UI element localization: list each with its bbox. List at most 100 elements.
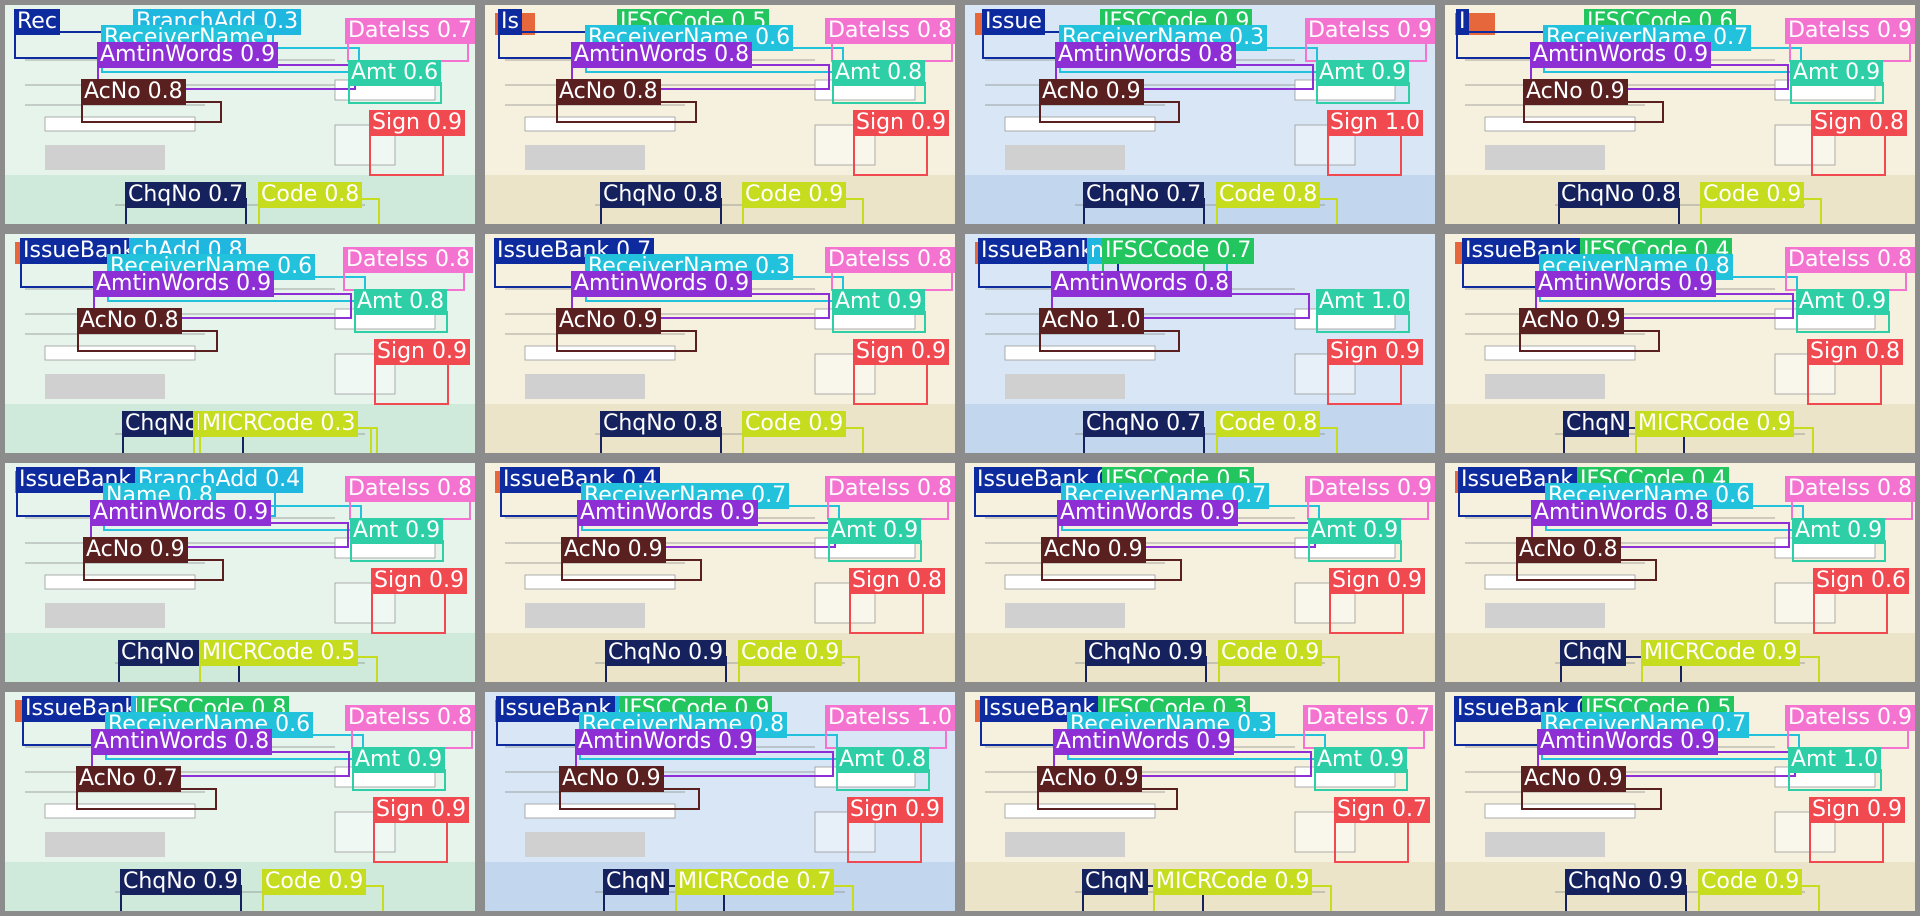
detection-label: DateIss 0.8	[1785, 476, 1915, 502]
account-number-box	[44, 345, 196, 361]
cheque-tile: IssueBank 0.5 IFSCCode 0.4 eceiverName 0.8…	[1440, 229, 1920, 458]
detection-box	[1811, 132, 1886, 176]
cheque-tile: IssueBank 0.6 IFSCCode 0.5 ReceiverName 0.…	[960, 458, 1440, 687]
detection-label: IssueBank 0.4	[500, 467, 661, 493]
detection-box	[373, 819, 448, 863]
cheque-tile: IssueBank 0.4 ReceiverName 0.7 AmtinWords …	[480, 458, 960, 687]
detection-label: AmtinWords 0.9	[1057, 500, 1239, 526]
detection-label: Sign 0.9	[853, 110, 949, 136]
detection-label: AcNo 0.9	[1037, 766, 1142, 792]
detection-label: ChqN	[603, 869, 669, 895]
detection-label: AcNo 0.8	[556, 79, 661, 105]
detection-label: MICRCode 0.9	[1641, 640, 1801, 666]
detection-label: MICRCode 0.3	[199, 411, 359, 437]
detection-box	[371, 590, 446, 634]
detection-label: Sign 0.8	[1807, 339, 1903, 365]
detection-label: Sign 0.8	[1811, 110, 1907, 136]
detection-label: DateIss 0.8	[825, 476, 955, 502]
detection-box	[1807, 361, 1882, 405]
detection-label: AcNo 0.9	[1521, 766, 1626, 792]
detection-label: Amt 0.9	[1790, 60, 1884, 86]
detection-label: Code 0.8	[258, 182, 363, 208]
detection-label: ChqNo	[122, 411, 202, 437]
detection-label: Sign 0.6	[1813, 568, 1909, 594]
detection-label: AcNo 0.9	[1519, 308, 1624, 334]
detection-label: Code 0.9	[262, 869, 367, 895]
detection-label: AcNo 0.9	[559, 766, 664, 792]
blank-panel	[1005, 603, 1125, 628]
detection-label: Amt 0.9	[1308, 518, 1402, 544]
detection-label: Amt 0.9	[1792, 518, 1886, 544]
cheque-tile: IssueBank 0.3 chAdd 0.8 ReceiverName 0.6 Am…	[0, 229, 480, 458]
blank-panel	[45, 374, 165, 399]
detection-label: Sign 0.9	[853, 339, 949, 365]
blank-panel	[45, 832, 165, 857]
cheque-tile: IssueBank 0.6 IFSCCode 0.4 ReceiverName 0.…	[1440, 458, 1920, 687]
detection-label: AmtinWords 0.9	[93, 271, 275, 297]
detection-label: Sign 0.9	[1329, 568, 1425, 594]
detection-label: DateIss 0.9	[1305, 18, 1435, 44]
cheque-tile: Is IFSCCode 0.5 ReceiverName 0.6 AmtinWords…	[480, 0, 960, 229]
detection-label: Amt 1.0	[1788, 747, 1882, 773]
detection-label: AmtinWords 0.9	[571, 271, 753, 297]
detection-label: Sign 0.9	[371, 568, 467, 594]
detection-box	[1327, 361, 1402, 405]
detection-label: Is	[498, 9, 522, 35]
blank-panel	[1485, 603, 1605, 628]
detection-label: Amt 0.9	[350, 518, 444, 544]
detection-label: ChqN	[1560, 640, 1626, 666]
detection-label: AmtinWords 0.9	[90, 500, 272, 526]
blank-panel	[525, 832, 645, 857]
detection-label: Amt 0.9	[1314, 747, 1408, 773]
detection-label: AcNo 0.9	[1041, 537, 1146, 563]
detection-box	[1813, 590, 1888, 634]
blank-panel	[1485, 145, 1605, 170]
detection-label: Amt 0.9	[1796, 289, 1890, 315]
account-number-box	[44, 803, 196, 819]
detection-label: MICRCode 0.5	[199, 640, 359, 666]
detection-label: Code 0.8	[1216, 411, 1321, 437]
detection-label: DateIss 0.8	[825, 18, 955, 44]
detection-label: AmtinWords 0.9	[1053, 729, 1235, 755]
detection-label: MICRCode 0.9	[1153, 869, 1313, 895]
detection-label: ChqNo 0.9	[120, 869, 242, 895]
detection-label: Amt 0.9	[1316, 60, 1410, 86]
detection-label: Sign 0.9	[1809, 797, 1905, 823]
detection-label: Code 0.9	[742, 411, 847, 437]
detection-label: DateIss 0.9	[1305, 476, 1435, 502]
blank-panel	[45, 603, 165, 628]
detection-label: Code 0.9	[742, 182, 847, 208]
detection-label: Code 0.9	[1218, 640, 1323, 666]
detection-label: AmtinWords 0.8	[91, 729, 273, 755]
detection-label: AcNo 0.9	[83, 537, 188, 563]
detection-label: ChqNo 0.7	[1083, 411, 1205, 437]
cheque-tile: IssueBank 0.7 ReceiverName 0.3 AmtinWords …	[480, 229, 960, 458]
detection-label: AcNo 0.9	[1039, 79, 1144, 105]
blank-panel	[1005, 145, 1125, 170]
detection-box	[853, 361, 928, 405]
account-number-box	[524, 116, 676, 132]
cheque-tile: Issue IFSCCode 0.9 ReceiverName 0.3 AmtinWo…	[960, 0, 1440, 229]
detection-label: AcNo 0.9	[561, 537, 666, 563]
detection-label: AcNo 0.8	[81, 79, 186, 105]
detection-label: Sign 0.9	[847, 797, 943, 823]
detection-label: IFSCCode 0.7	[1102, 238, 1255, 264]
detection-label: Code 0.9	[1700, 182, 1805, 208]
blank-panel	[1485, 832, 1605, 857]
account-number-box	[1004, 116, 1156, 132]
blank-panel	[1005, 374, 1125, 399]
detection-label: DateIss 0.8	[1785, 247, 1915, 273]
detection-box	[374, 361, 449, 405]
detection-label: Sign 0.9	[374, 339, 470, 365]
cheque-tile: I IFSCCode 0.6 ReceiverName 0.7 AmtinWords …	[1440, 0, 1920, 229]
detection-label: Code 0.9	[1698, 869, 1803, 895]
account-number-box	[524, 803, 676, 819]
blank-panel	[1005, 832, 1125, 857]
detection-label: ChqNo 0.7	[1083, 182, 1205, 208]
detection-label: ChqN	[1082, 869, 1148, 895]
detection-label: AmtinWords 0.8	[571, 42, 753, 68]
detection-label: AmtinWords 0.9	[577, 500, 759, 526]
detection-box	[847, 819, 922, 863]
